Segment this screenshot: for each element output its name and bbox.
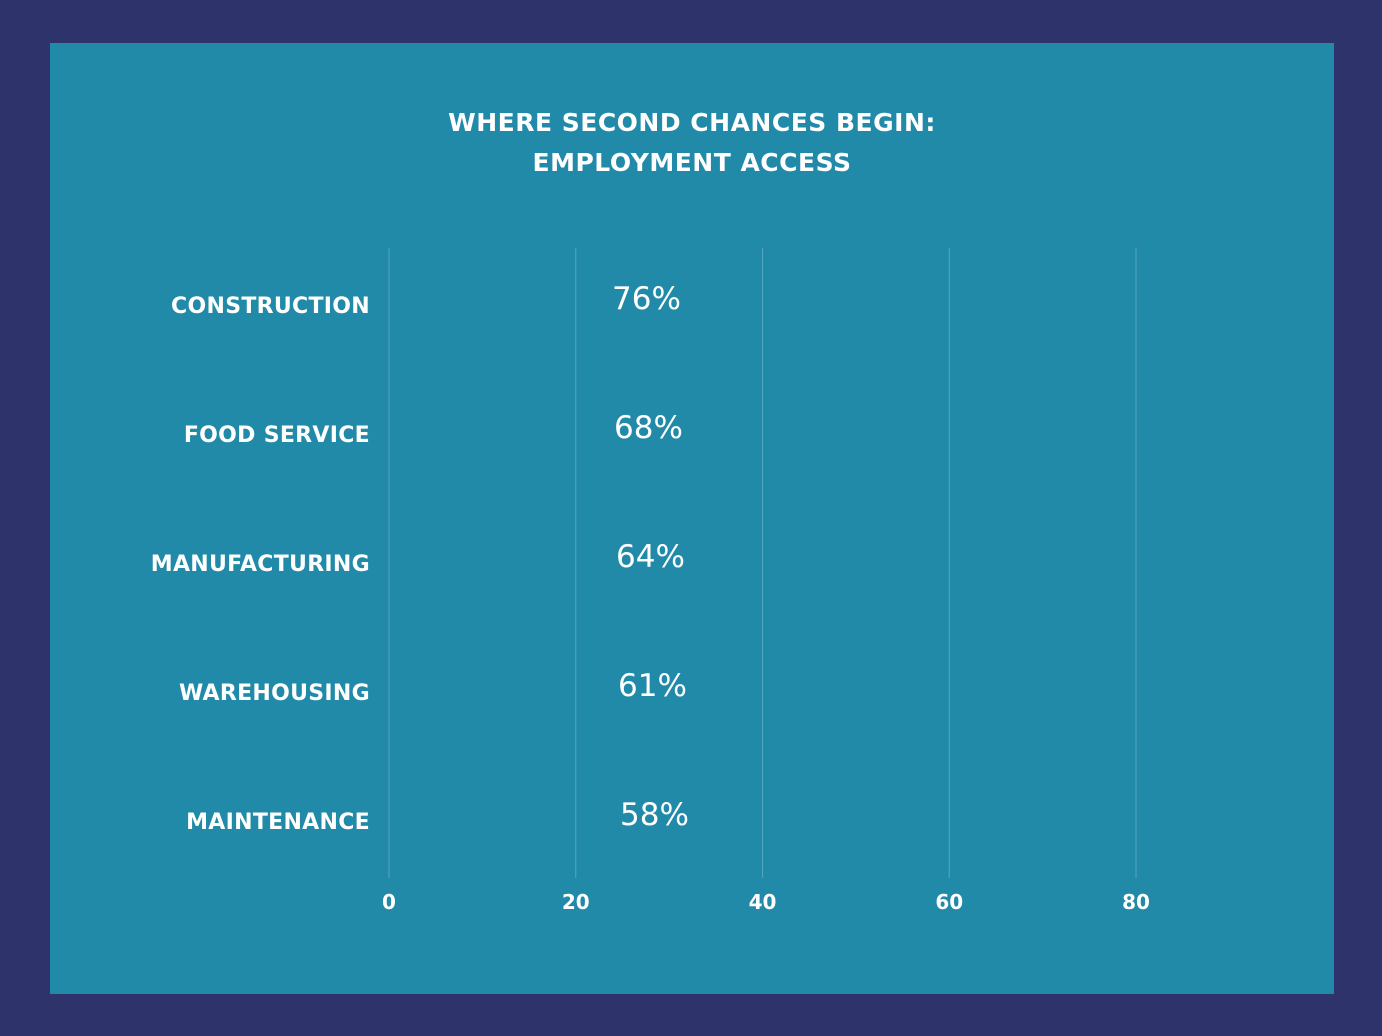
grid-layer	[388, 248, 1137, 878]
x-tick-label: 80	[1122, 890, 1150, 914]
chart-title: WHERE SECOND CHANCES BEGIN: EMPLOYMENT A…	[50, 103, 1334, 183]
value-label: 68%	[614, 410, 683, 446]
x-axis-tick-labels: 0 20 40 60 80	[382, 890, 1150, 914]
x-tick-label: 60	[935, 890, 963, 914]
x-tick-label: 0	[382, 890, 396, 914]
chart-panel: WHERE SECOND CHANCES BEGIN: EMPLOYMENT A…	[50, 43, 1334, 994]
category-label: WAREHOUSING	[179, 681, 370, 706]
category-label: FOOD SERVICE	[184, 423, 370, 448]
value-label: 61%	[618, 668, 687, 704]
x-tick-label: 20	[562, 890, 590, 914]
bar-chart: CONSTRUCTION FOOD SERVICE MANUFACTURING WAR…	[151, 248, 1150, 914]
value-label: 64%	[616, 539, 685, 575]
value-label: 76%	[612, 281, 681, 317]
category-label: MAINTENANCE	[186, 810, 370, 835]
chart-title-line-2: EMPLOYMENT ACCESS	[532, 148, 852, 177]
x-tick-label: 40	[749, 890, 777, 914]
value-label: 58%	[620, 797, 689, 833]
chart-title-line-1: WHERE SECOND CHANCES BEGIN:	[448, 108, 936, 137]
category-labels: CONSTRUCTION FOOD SERVICE MANUFACTURING WAR…	[151, 294, 370, 835]
category-label: CONSTRUCTION	[171, 294, 370, 319]
category-label: MANUFACTURING	[151, 552, 370, 577]
value-labels: 76% 68% 64% 61% 58%	[612, 281, 689, 833]
